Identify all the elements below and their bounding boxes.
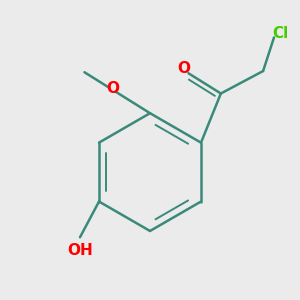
Text: O: O	[106, 81, 119, 96]
Text: O: O	[178, 61, 190, 76]
Text: Cl: Cl	[272, 26, 288, 41]
Text: OH: OH	[67, 243, 93, 258]
